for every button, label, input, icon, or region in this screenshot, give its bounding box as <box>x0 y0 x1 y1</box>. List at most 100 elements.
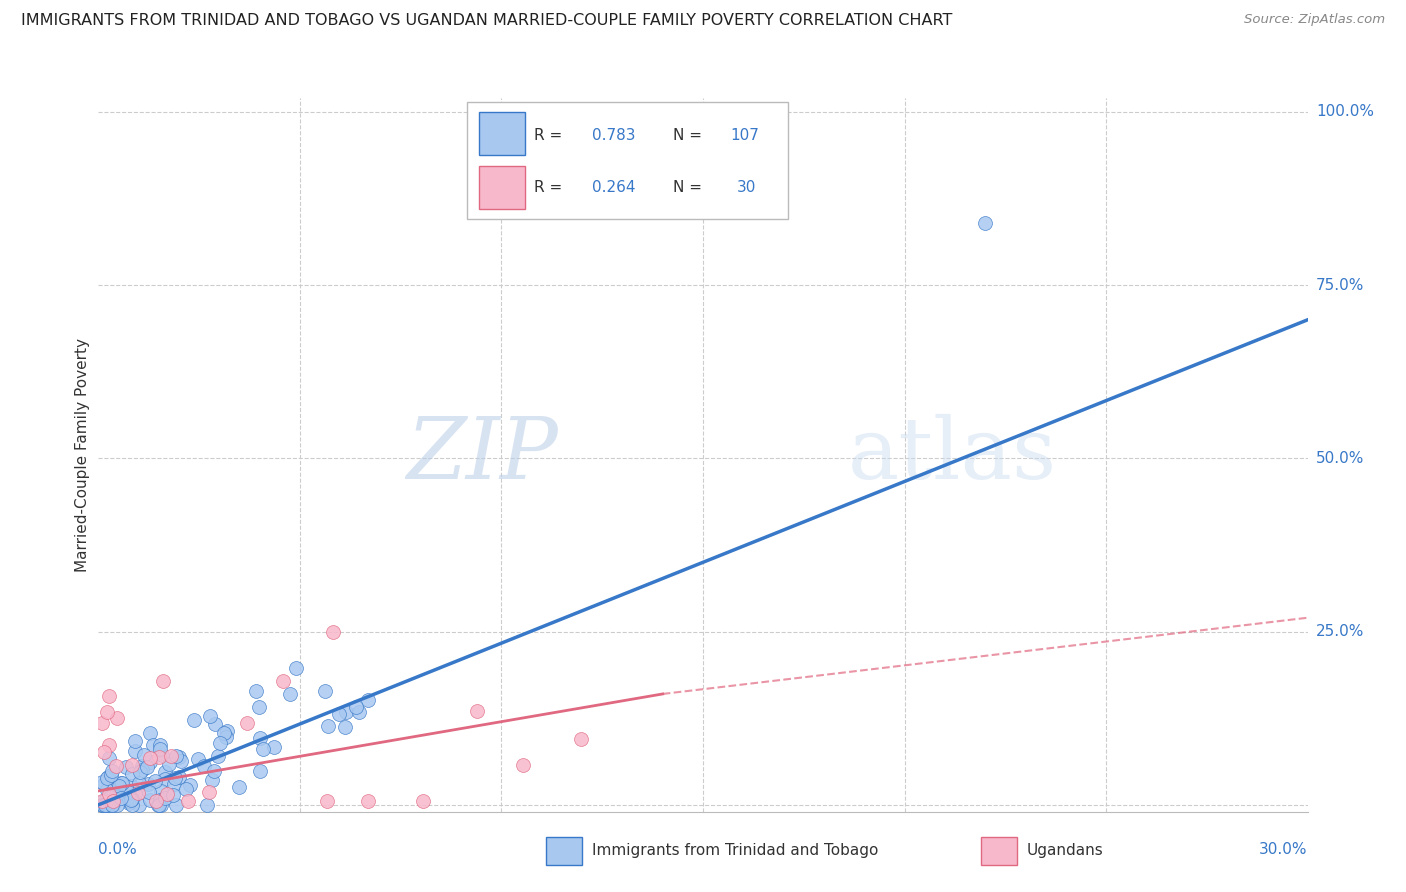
Point <box>108 779 131 793</box>
Text: R =: R = <box>534 180 567 194</box>
Point <box>157 756 180 771</box>
Point <box>100 790 122 805</box>
Point <box>148 793 170 807</box>
Point <box>148 742 170 756</box>
Point <box>333 720 356 734</box>
Point <box>357 692 380 706</box>
Point <box>145 794 167 808</box>
Text: 75.0%: 75.0% <box>1316 277 1364 293</box>
Point <box>100 768 122 782</box>
Point <box>139 751 162 765</box>
Text: 30: 30 <box>737 180 756 194</box>
Point <box>107 790 129 805</box>
Point <box>197 797 219 812</box>
Point <box>263 739 285 754</box>
Point <box>121 758 143 772</box>
Text: 50.0%: 50.0% <box>1316 450 1364 466</box>
Text: R =: R = <box>534 128 567 143</box>
Point <box>280 687 302 701</box>
Point <box>91 774 114 789</box>
Point <box>152 673 174 688</box>
FancyBboxPatch shape <box>479 166 526 209</box>
Point <box>91 796 114 810</box>
Point <box>285 661 308 675</box>
Point <box>187 751 209 765</box>
Point <box>273 674 295 689</box>
Point <box>124 787 146 801</box>
Point <box>131 764 153 778</box>
Point <box>104 759 127 773</box>
Point <box>98 690 121 704</box>
Point <box>215 731 238 745</box>
Point <box>201 772 224 787</box>
Point <box>91 794 114 808</box>
Point <box>97 738 120 752</box>
Point <box>97 797 120 812</box>
Point <box>212 726 235 740</box>
Point <box>91 797 114 812</box>
Text: ZIP: ZIP <box>406 414 558 496</box>
Point <box>322 625 344 640</box>
Point <box>91 797 114 812</box>
Point <box>139 793 162 807</box>
Point <box>193 759 215 773</box>
Point <box>204 717 226 731</box>
Point <box>148 797 170 812</box>
Point <box>101 764 124 778</box>
Point <box>121 797 143 812</box>
Text: Source: ZipAtlas.com: Source: ZipAtlas.com <box>1244 13 1385 27</box>
Point <box>138 725 160 739</box>
Text: 25.0%: 25.0% <box>1316 624 1364 639</box>
Point <box>124 734 146 748</box>
Point <box>138 784 160 798</box>
Point <box>93 745 115 759</box>
FancyBboxPatch shape <box>981 837 1018 865</box>
Point <box>149 738 172 752</box>
Text: IMMIGRANTS FROM TRINIDAD AND TOBAGO VS UGANDAN MARRIED-COUPLE FAMILY POVERTY COR: IMMIGRANTS FROM TRINIDAD AND TOBAGO VS U… <box>21 13 952 29</box>
Text: N =: N = <box>672 180 707 194</box>
Point <box>236 716 259 731</box>
Point <box>128 797 150 812</box>
Text: Immigrants from Trinidad and Tobago: Immigrants from Trinidad and Tobago <box>592 844 879 858</box>
Point <box>97 797 120 812</box>
Point <box>228 780 250 794</box>
Point <box>249 731 271 746</box>
Point <box>136 777 159 791</box>
Point <box>118 796 141 810</box>
Text: 0.0%: 0.0% <box>98 842 138 857</box>
Text: 0.264: 0.264 <box>592 180 636 194</box>
Point <box>127 786 149 800</box>
Point <box>101 797 124 812</box>
Point <box>93 777 115 791</box>
Point <box>316 719 339 733</box>
Point <box>347 705 370 719</box>
Point <box>163 771 186 785</box>
Point <box>98 751 121 765</box>
Point <box>103 794 125 808</box>
Point <box>111 776 134 790</box>
Point <box>153 772 176 786</box>
Point <box>156 787 179 801</box>
Point <box>96 797 118 812</box>
Point <box>467 704 489 718</box>
Point <box>115 760 138 774</box>
Point <box>174 781 197 796</box>
Point <box>252 741 274 756</box>
Point <box>117 785 139 799</box>
Point <box>105 780 128 794</box>
Point <box>247 700 270 714</box>
Point <box>124 744 146 758</box>
Point <box>344 700 367 714</box>
Point <box>165 748 187 763</box>
Point <box>138 755 160 769</box>
Point <box>110 776 132 790</box>
Point <box>101 797 124 812</box>
Point <box>569 732 592 747</box>
Point <box>120 790 142 805</box>
Point <box>96 705 118 719</box>
Text: 100.0%: 100.0% <box>1316 104 1374 120</box>
Point <box>132 748 155 763</box>
Point <box>128 776 150 790</box>
Point <box>91 716 114 731</box>
Point <box>215 723 238 738</box>
